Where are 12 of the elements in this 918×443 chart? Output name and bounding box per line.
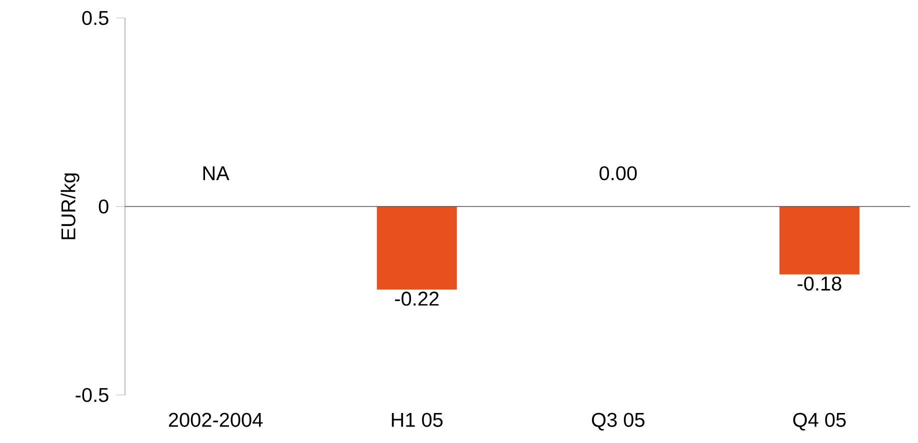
x-tick-label: 2002-2004 <box>168 412 263 427</box>
data-label: -0.18 <box>798 276 842 291</box>
y-axis-title: EUR/kg <box>60 173 80 240</box>
y-tick-label: 0 <box>98 199 108 214</box>
data-label: 0.00 <box>600 166 637 180</box>
data-label: -0.22 <box>395 292 439 306</box>
x-tick-label: Q3 05 <box>592 412 644 431</box>
y-tick-label: -0.5 <box>76 388 108 402</box>
text: NA <box>203 166 230 180</box>
y-tick-label: 0.5 <box>82 10 108 26</box>
x-tick-label: Q4 05 <box>793 412 846 431</box>
x-tick-label: H1 05 <box>392 412 443 427</box>
